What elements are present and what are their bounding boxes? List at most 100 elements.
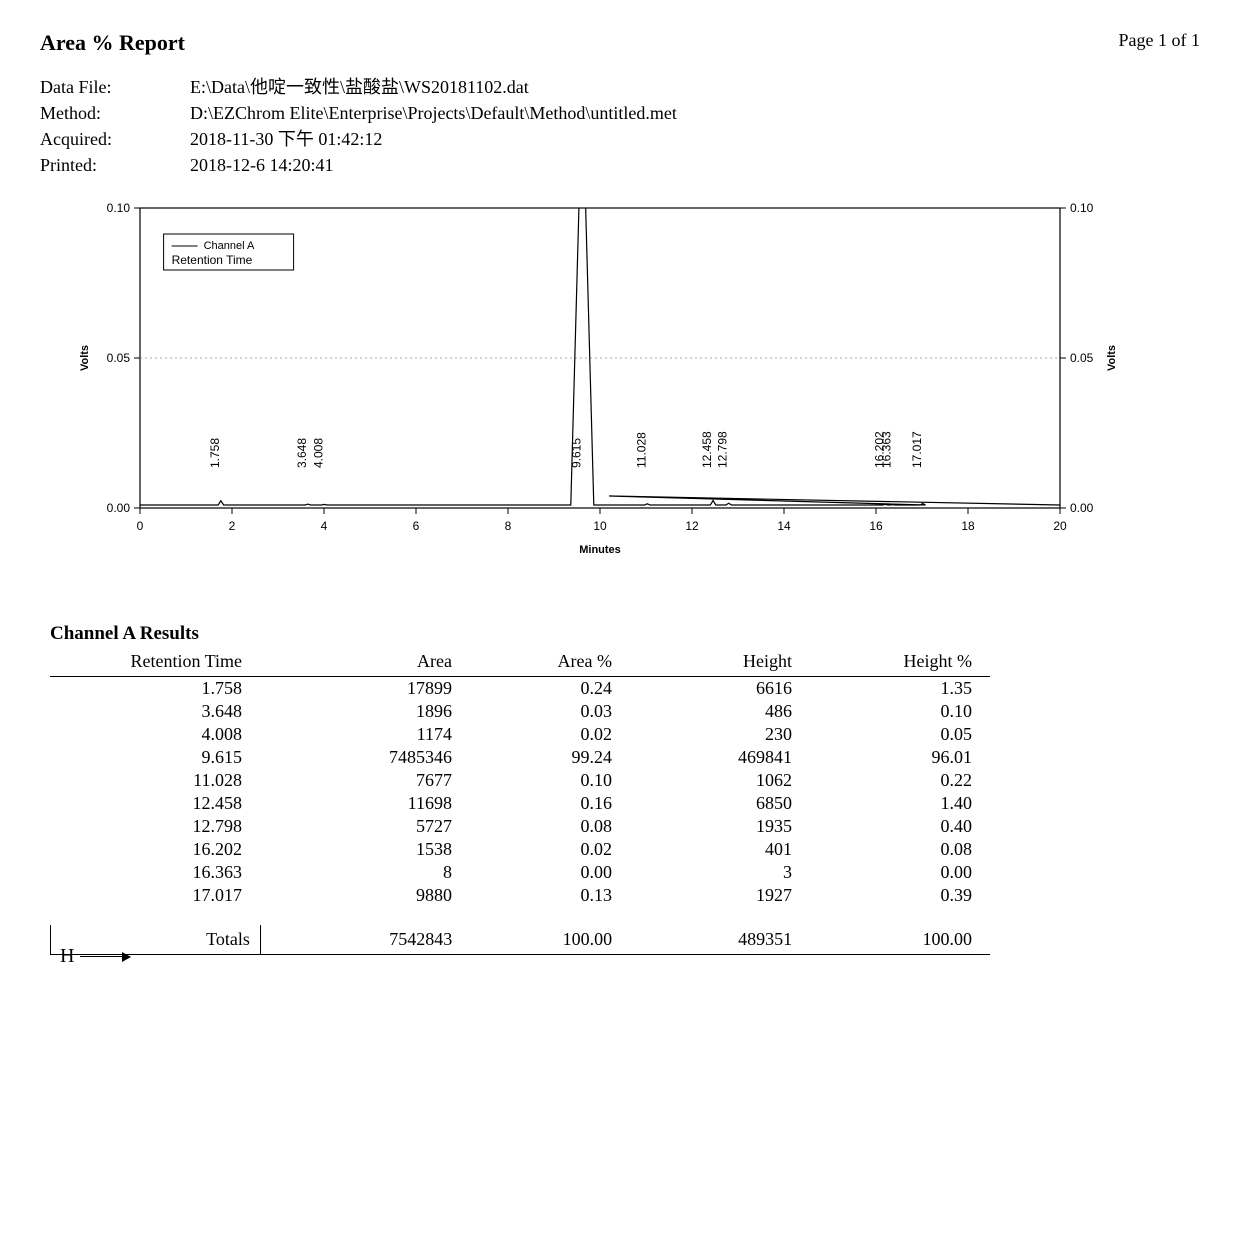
svg-text:12.458: 12.458 <box>700 431 714 468</box>
table-cell: 8 <box>260 861 470 884</box>
table-cell: 1174 <box>260 723 470 746</box>
meta-label-datafile: Data File: <box>40 74 190 100</box>
table-cell: 1896 <box>260 700 470 723</box>
table-cell: 1.35 <box>810 677 990 701</box>
table-cell: 12.798 <box>50 815 260 838</box>
metadata-block: Data File: E:\Data\他啶一致性\盐酸盐\WS20181102.… <box>40 74 1200 178</box>
svg-text:12: 12 <box>685 519 699 533</box>
table-row: 3.64818960.034860.10 <box>50 700 990 723</box>
table-cell: 0.13 <box>470 884 630 907</box>
table-row: 17.01798800.1319270.39 <box>50 884 990 907</box>
svg-text:16.363: 16.363 <box>880 431 894 468</box>
table-cell: 11698 <box>260 792 470 815</box>
table-cell: 0.03 <box>470 700 630 723</box>
report-title: Area % Report <box>40 30 185 56</box>
table-cell: 1.40 <box>810 792 990 815</box>
table-cell: 11.028 <box>50 769 260 792</box>
table-cell: 0.24 <box>470 677 630 701</box>
table-cell: 0.10 <box>810 700 990 723</box>
totals-cell: 489351 <box>630 925 810 955</box>
table-cell: 9.615 <box>50 746 260 769</box>
table-cell: 12.458 <box>50 792 260 815</box>
totals-cell: 100.00 <box>810 925 990 955</box>
table-row: 16.20215380.024010.08 <box>50 838 990 861</box>
svg-text:3.648: 3.648 <box>295 438 309 468</box>
svg-text:8: 8 <box>505 519 512 533</box>
svg-text:6: 6 <box>413 519 420 533</box>
table-cell: 230 <box>630 723 810 746</box>
table-cell: 486 <box>630 700 810 723</box>
meta-value-datafile: E:\Data\他啶一致性\盐酸盐\WS20181102.dat <box>190 74 1200 100</box>
table-cell: 3 <box>630 861 810 884</box>
meta-label-acquired: Acquired: <box>40 126 190 152</box>
table-cell: 9880 <box>260 884 470 907</box>
svg-text:16: 16 <box>869 519 883 533</box>
table-cell: 469841 <box>630 746 810 769</box>
table-cell: 0.02 <box>470 723 630 746</box>
table-row: 12.79857270.0819350.40 <box>50 815 990 838</box>
svg-text:12.798: 12.798 <box>716 431 730 468</box>
meta-label-method: Method: <box>40 100 190 126</box>
table-cell: 0.22 <box>810 769 990 792</box>
svg-text:11.028: 11.028 <box>634 432 648 468</box>
svg-text:0.10: 0.10 <box>107 201 131 215</box>
svg-text:10: 10 <box>593 519 607 533</box>
totals-cell: 7542843 <box>260 925 470 955</box>
table-cell: 4.008 <box>50 723 260 746</box>
svg-text:17.017: 17.017 <box>910 431 924 468</box>
svg-text:0.05: 0.05 <box>107 351 131 365</box>
table-cell: 0.05 <box>810 723 990 746</box>
svg-text:18: 18 <box>961 519 975 533</box>
table-cell: 1062 <box>630 769 810 792</box>
svg-text:14: 14 <box>777 519 791 533</box>
annotation-h: H <box>60 945 134 968</box>
svg-text:2: 2 <box>229 519 236 533</box>
col-header: Area <box>260 649 470 677</box>
table-cell: 3.648 <box>50 700 260 723</box>
table-cell: 1.758 <box>50 677 260 701</box>
meta-value-method: D:\EZChrom Elite\Enterprise\Projects\Def… <box>190 100 1200 126</box>
table-row: 9.615748534699.2446984196.01 <box>50 746 990 769</box>
table-row: 16.36380.0030.00 <box>50 861 990 884</box>
svg-text:Minutes: Minutes <box>579 544 621 556</box>
table-cell: 0.16 <box>470 792 630 815</box>
svg-text:0.05: 0.05 <box>1070 351 1094 365</box>
table-cell: 5727 <box>260 815 470 838</box>
table-cell: 1538 <box>260 838 470 861</box>
table-cell: 1927 <box>630 884 810 907</box>
annotation-letter: H <box>60 945 74 968</box>
svg-text:Volts: Volts <box>79 345 91 371</box>
annotation-arrow-icon <box>80 956 130 958</box>
table-cell: 96.01 <box>810 746 990 769</box>
table-row: 12.458116980.1668501.40 <box>50 792 990 815</box>
svg-text:9.615: 9.615 <box>569 438 583 468</box>
page-number: Page 1 of 1 <box>1119 30 1200 51</box>
table-cell: 0.40 <box>810 815 990 838</box>
table-cell: 1935 <box>630 815 810 838</box>
svg-text:0.00: 0.00 <box>1070 501 1094 515</box>
table-cell: 16.363 <box>50 861 260 884</box>
col-header: Height % <box>810 649 990 677</box>
meta-value-acquired: 2018-11-30 下午 01:42:12 <box>190 126 1200 152</box>
svg-text:Channel A: Channel A <box>204 240 255 252</box>
table-row: 4.00811740.022300.05 <box>50 723 990 746</box>
svg-text:4: 4 <box>321 519 328 533</box>
col-header: Area % <box>470 649 630 677</box>
table-row: 1.758178990.2466161.35 <box>50 677 990 701</box>
svg-text:0.10: 0.10 <box>1070 201 1094 215</box>
table-cell: 0.10 <box>470 769 630 792</box>
table-cell: 0.00 <box>810 861 990 884</box>
totals-cell: 100.00 <box>470 925 630 955</box>
table-cell: 16.202 <box>50 838 260 861</box>
svg-text:20: 20 <box>1053 519 1067 533</box>
svg-text:1.758: 1.758 <box>208 438 222 468</box>
table-cell: 0.00 <box>470 861 630 884</box>
svg-text:Retention Time: Retention Time <box>172 253 253 267</box>
table-cell: 7677 <box>260 769 470 792</box>
table-cell: 17.017 <box>50 884 260 907</box>
col-header: Height <box>630 649 810 677</box>
table-cell: 0.08 <box>470 815 630 838</box>
table-cell: 401 <box>630 838 810 861</box>
table-cell: 99.24 <box>470 746 630 769</box>
meta-value-printed: 2018-12-6 14:20:41 <box>190 152 1200 178</box>
